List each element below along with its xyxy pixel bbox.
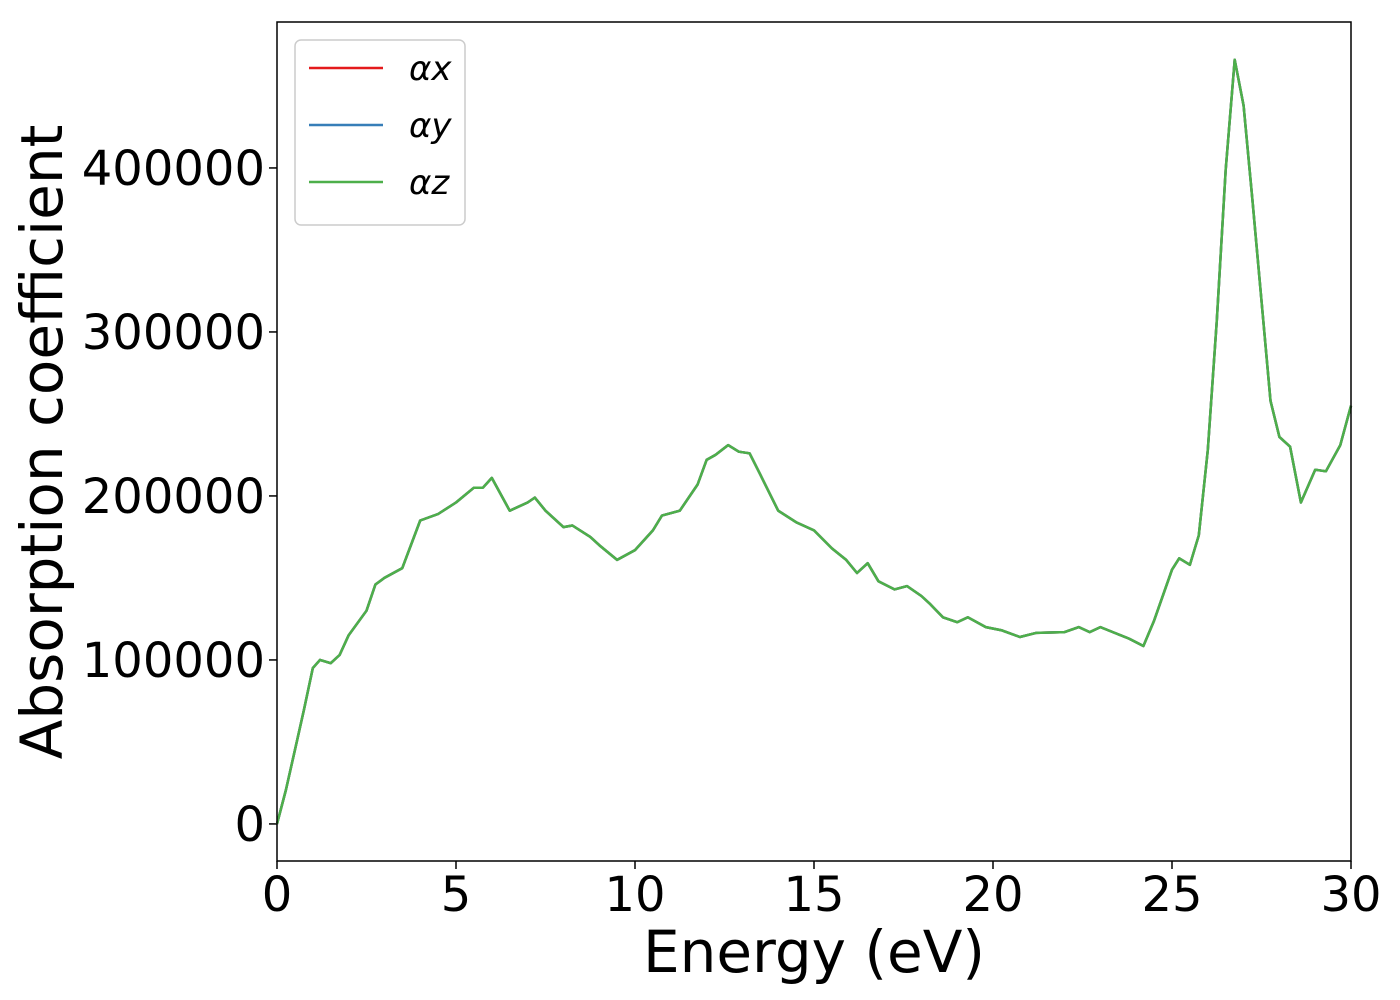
legend — [294, 39, 466, 226]
y-tick-label: 100000 — [82, 633, 265, 689]
y-tick-label: 0 — [234, 797, 265, 853]
x-tick-label: 15 — [783, 867, 844, 923]
legend-label: αx — [409, 49, 452, 89]
legend-label: αy — [409, 106, 452, 146]
x-tick-label: 20 — [962, 867, 1023, 923]
x-tick-label: 0 — [262, 867, 293, 923]
series-line — [275, 58, 1353, 825]
plot-frame — [276, 21, 1352, 862]
y-tick-label: 400000 — [82, 141, 265, 197]
y-tick-label: 200000 — [82, 469, 265, 525]
legend-label: αz — [409, 163, 450, 203]
x-tick-label: 5 — [441, 867, 472, 923]
x-tick-label: 30 — [1320, 867, 1381, 923]
y-axis-label: Absorption coefficient — [8, 125, 76, 760]
x-axis-label: Energy (eV) — [643, 918, 985, 986]
x-tick-label: 10 — [604, 867, 665, 923]
x-tick-label: 25 — [1141, 867, 1202, 923]
y-tick-label: 300000 — [82, 305, 265, 361]
